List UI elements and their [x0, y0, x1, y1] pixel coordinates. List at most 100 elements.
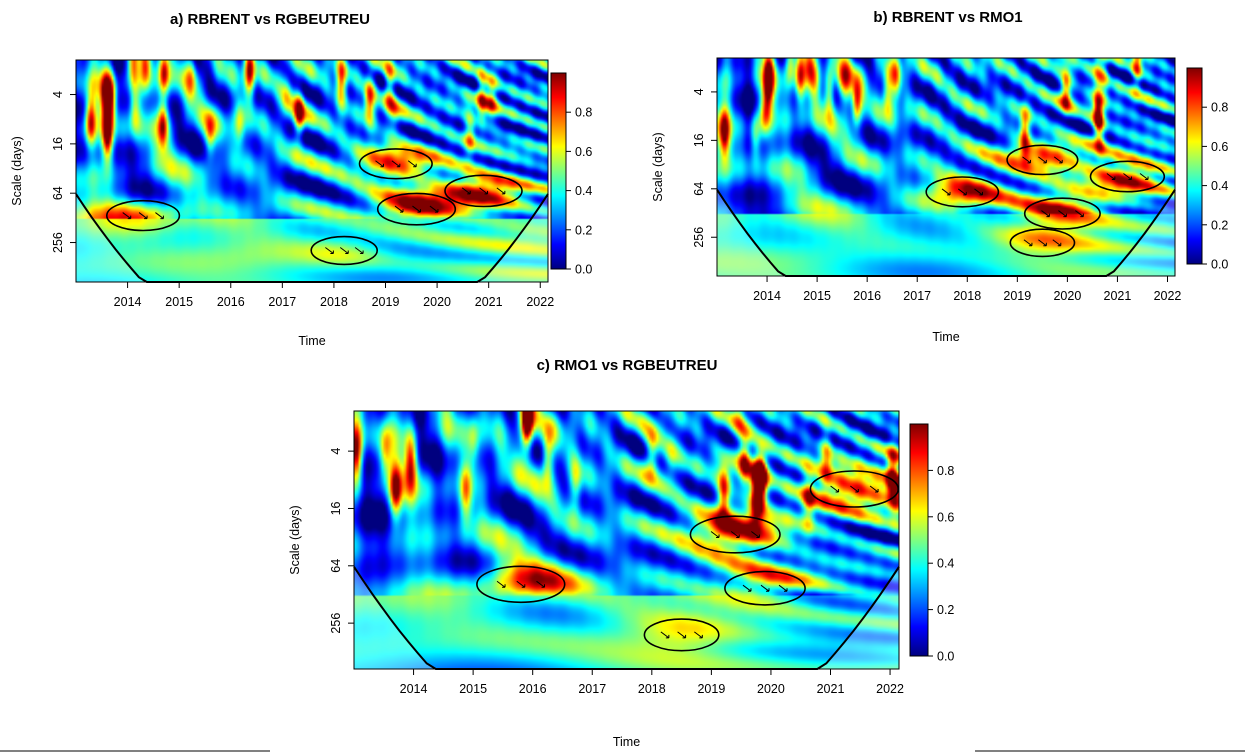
- phase-arrow: [941, 188, 951, 196]
- y-tick-label: 16: [692, 133, 706, 147]
- chart-title: a) RBRENT vs RGBEUTREU: [170, 11, 370, 28]
- x-axis-label: Time: [932, 330, 959, 344]
- phase-arrow: [974, 188, 983, 196]
- x-tick-label: 2020: [1053, 289, 1081, 303]
- colorbar-tick-label: 0.6: [937, 510, 954, 524]
- x-tick-label: 2015: [165, 295, 193, 309]
- phase-arrow: [1058, 210, 1067, 218]
- x-tick-label: 2017: [903, 289, 931, 303]
- significance-contour: [1023, 197, 1101, 230]
- x-tick-label: 2022: [876, 682, 904, 696]
- x-tick-label: 2016: [519, 682, 547, 696]
- y-tick-label: 64: [329, 559, 343, 573]
- colorbar-tick-label: 0.2: [1211, 218, 1228, 232]
- y-axis-label: Scale (days): [651, 132, 665, 201]
- x-tick-label: 2017: [578, 682, 606, 696]
- x-axis-label: Time: [613, 735, 640, 749]
- x-tick-label: 2019: [372, 295, 400, 309]
- phase-arrow: [830, 485, 840, 493]
- y-tick-label: 256: [692, 227, 706, 248]
- phase-arrow: [1123, 173, 1132, 180]
- significance-contour: [809, 470, 899, 508]
- y-tick-label: 256: [51, 232, 65, 253]
- x-tick-label: 2021: [475, 295, 503, 309]
- phase-arrow: [407, 160, 417, 168]
- x-tick-label: 2014: [400, 682, 428, 696]
- phase-arrow: [339, 247, 349, 254]
- cone-of-influence-shade: [717, 184, 1175, 276]
- phase-arrow: [1023, 239, 1033, 247]
- phase-arrow: [138, 212, 148, 220]
- colorbar-tick-label: 0.0: [575, 263, 592, 277]
- x-tick-label: 2022: [1154, 289, 1182, 303]
- x-tick-label: 2016: [853, 289, 881, 303]
- colorbar: [550, 72, 567, 270]
- x-tick-label: 2021: [817, 682, 845, 696]
- colorbar-tick-label: 0.4: [937, 557, 954, 571]
- phase-arrow: [479, 187, 489, 195]
- x-tick-label: 2018: [320, 295, 348, 309]
- colorbar-tick-label: 0.4: [575, 184, 592, 198]
- significance-contour: [724, 570, 806, 606]
- coherence-heatmap: [354, 411, 899, 669]
- colorbar: [909, 423, 929, 657]
- significance-contour: [376, 192, 457, 226]
- phase-arrow: [1038, 156, 1047, 164]
- significance-contour: [1089, 160, 1166, 193]
- significance-contour: [444, 174, 523, 208]
- phase-arrow: [394, 205, 404, 213]
- significance-contour: [106, 199, 181, 232]
- y-tick-label: 64: [692, 182, 706, 196]
- colorbar-tick-label: 0.8: [575, 106, 592, 120]
- phase-arrow: [710, 531, 720, 538]
- colorbar-tick-label: 0.4: [1211, 179, 1228, 193]
- phase-arrow: [957, 188, 967, 196]
- x-tick-label: 2018: [953, 289, 981, 303]
- phase-arrow: [536, 580, 546, 588]
- colorbar-tick-label: 0.8: [1211, 101, 1228, 115]
- y-tick-label: 16: [329, 501, 343, 515]
- colorbar-tick-label: 0.2: [575, 223, 592, 237]
- significance-contour: [643, 618, 720, 652]
- x-tick-label: 2017: [268, 295, 296, 309]
- phase-arrow: [1052, 239, 1062, 247]
- phase-arrow: [1106, 173, 1116, 180]
- chart-a: 2014 2015 2016 2017 2018 2019 2020 2021 2022 4 16 6…: [10, 11, 592, 348]
- x-tick-label: 2019: [697, 682, 725, 696]
- phase-arrow: [155, 212, 164, 220]
- significance-contour: [358, 148, 433, 180]
- phase-arrow: [751, 531, 760, 538]
- phase-arrow: [325, 247, 334, 254]
- coherence-heatmap: [76, 60, 548, 282]
- x-tick-label: 2021: [1104, 289, 1132, 303]
- colorbar-tick-label: 0.0: [937, 650, 954, 664]
- x-tick-label: 2015: [803, 289, 831, 303]
- phase-arrow: [760, 584, 770, 592]
- chart-c: 2014 2015 2016 2017 2018 2019 2020 2021 2022 4 16 6…: [288, 357, 954, 749]
- phase-arrow: [516, 580, 526, 588]
- x-tick-label: 2019: [1003, 289, 1031, 303]
- phase-arrow: [1075, 210, 1084, 218]
- x-tick-label: 2016: [217, 295, 245, 309]
- cone-of-influence-shade: [76, 188, 548, 282]
- plot-frame: [75, 59, 549, 283]
- significance-contour: [310, 235, 379, 266]
- plot-frame: [353, 410, 900, 670]
- y-axis-label: Scale (days): [10, 136, 24, 205]
- chart-b: 2014 2015 2016 2017 2018 2019 2020 2021 2022 4 16 6…: [651, 9, 1228, 344]
- phase-arrow: [391, 160, 401, 168]
- y-tick-label: 4: [692, 88, 706, 95]
- colorbar-tick-label: 0.6: [575, 145, 592, 159]
- phase-arrow: [122, 212, 132, 220]
- phase-arrow: [496, 580, 506, 588]
- significance-contour: [1009, 228, 1076, 258]
- y-tick-label: 4: [51, 91, 65, 98]
- phase-arrow: [1022, 156, 1031, 164]
- y-tick-label: 4: [329, 448, 343, 455]
- phase-arrow: [778, 584, 788, 592]
- phase-arrow: [1041, 210, 1050, 218]
- chart-title: c) RMO1 vs RGBEUTREU: [537, 357, 718, 374]
- phase-arrow: [1038, 239, 1047, 247]
- colorbar-tick-label: 0.6: [1211, 140, 1228, 154]
- phase-arrow: [730, 531, 740, 538]
